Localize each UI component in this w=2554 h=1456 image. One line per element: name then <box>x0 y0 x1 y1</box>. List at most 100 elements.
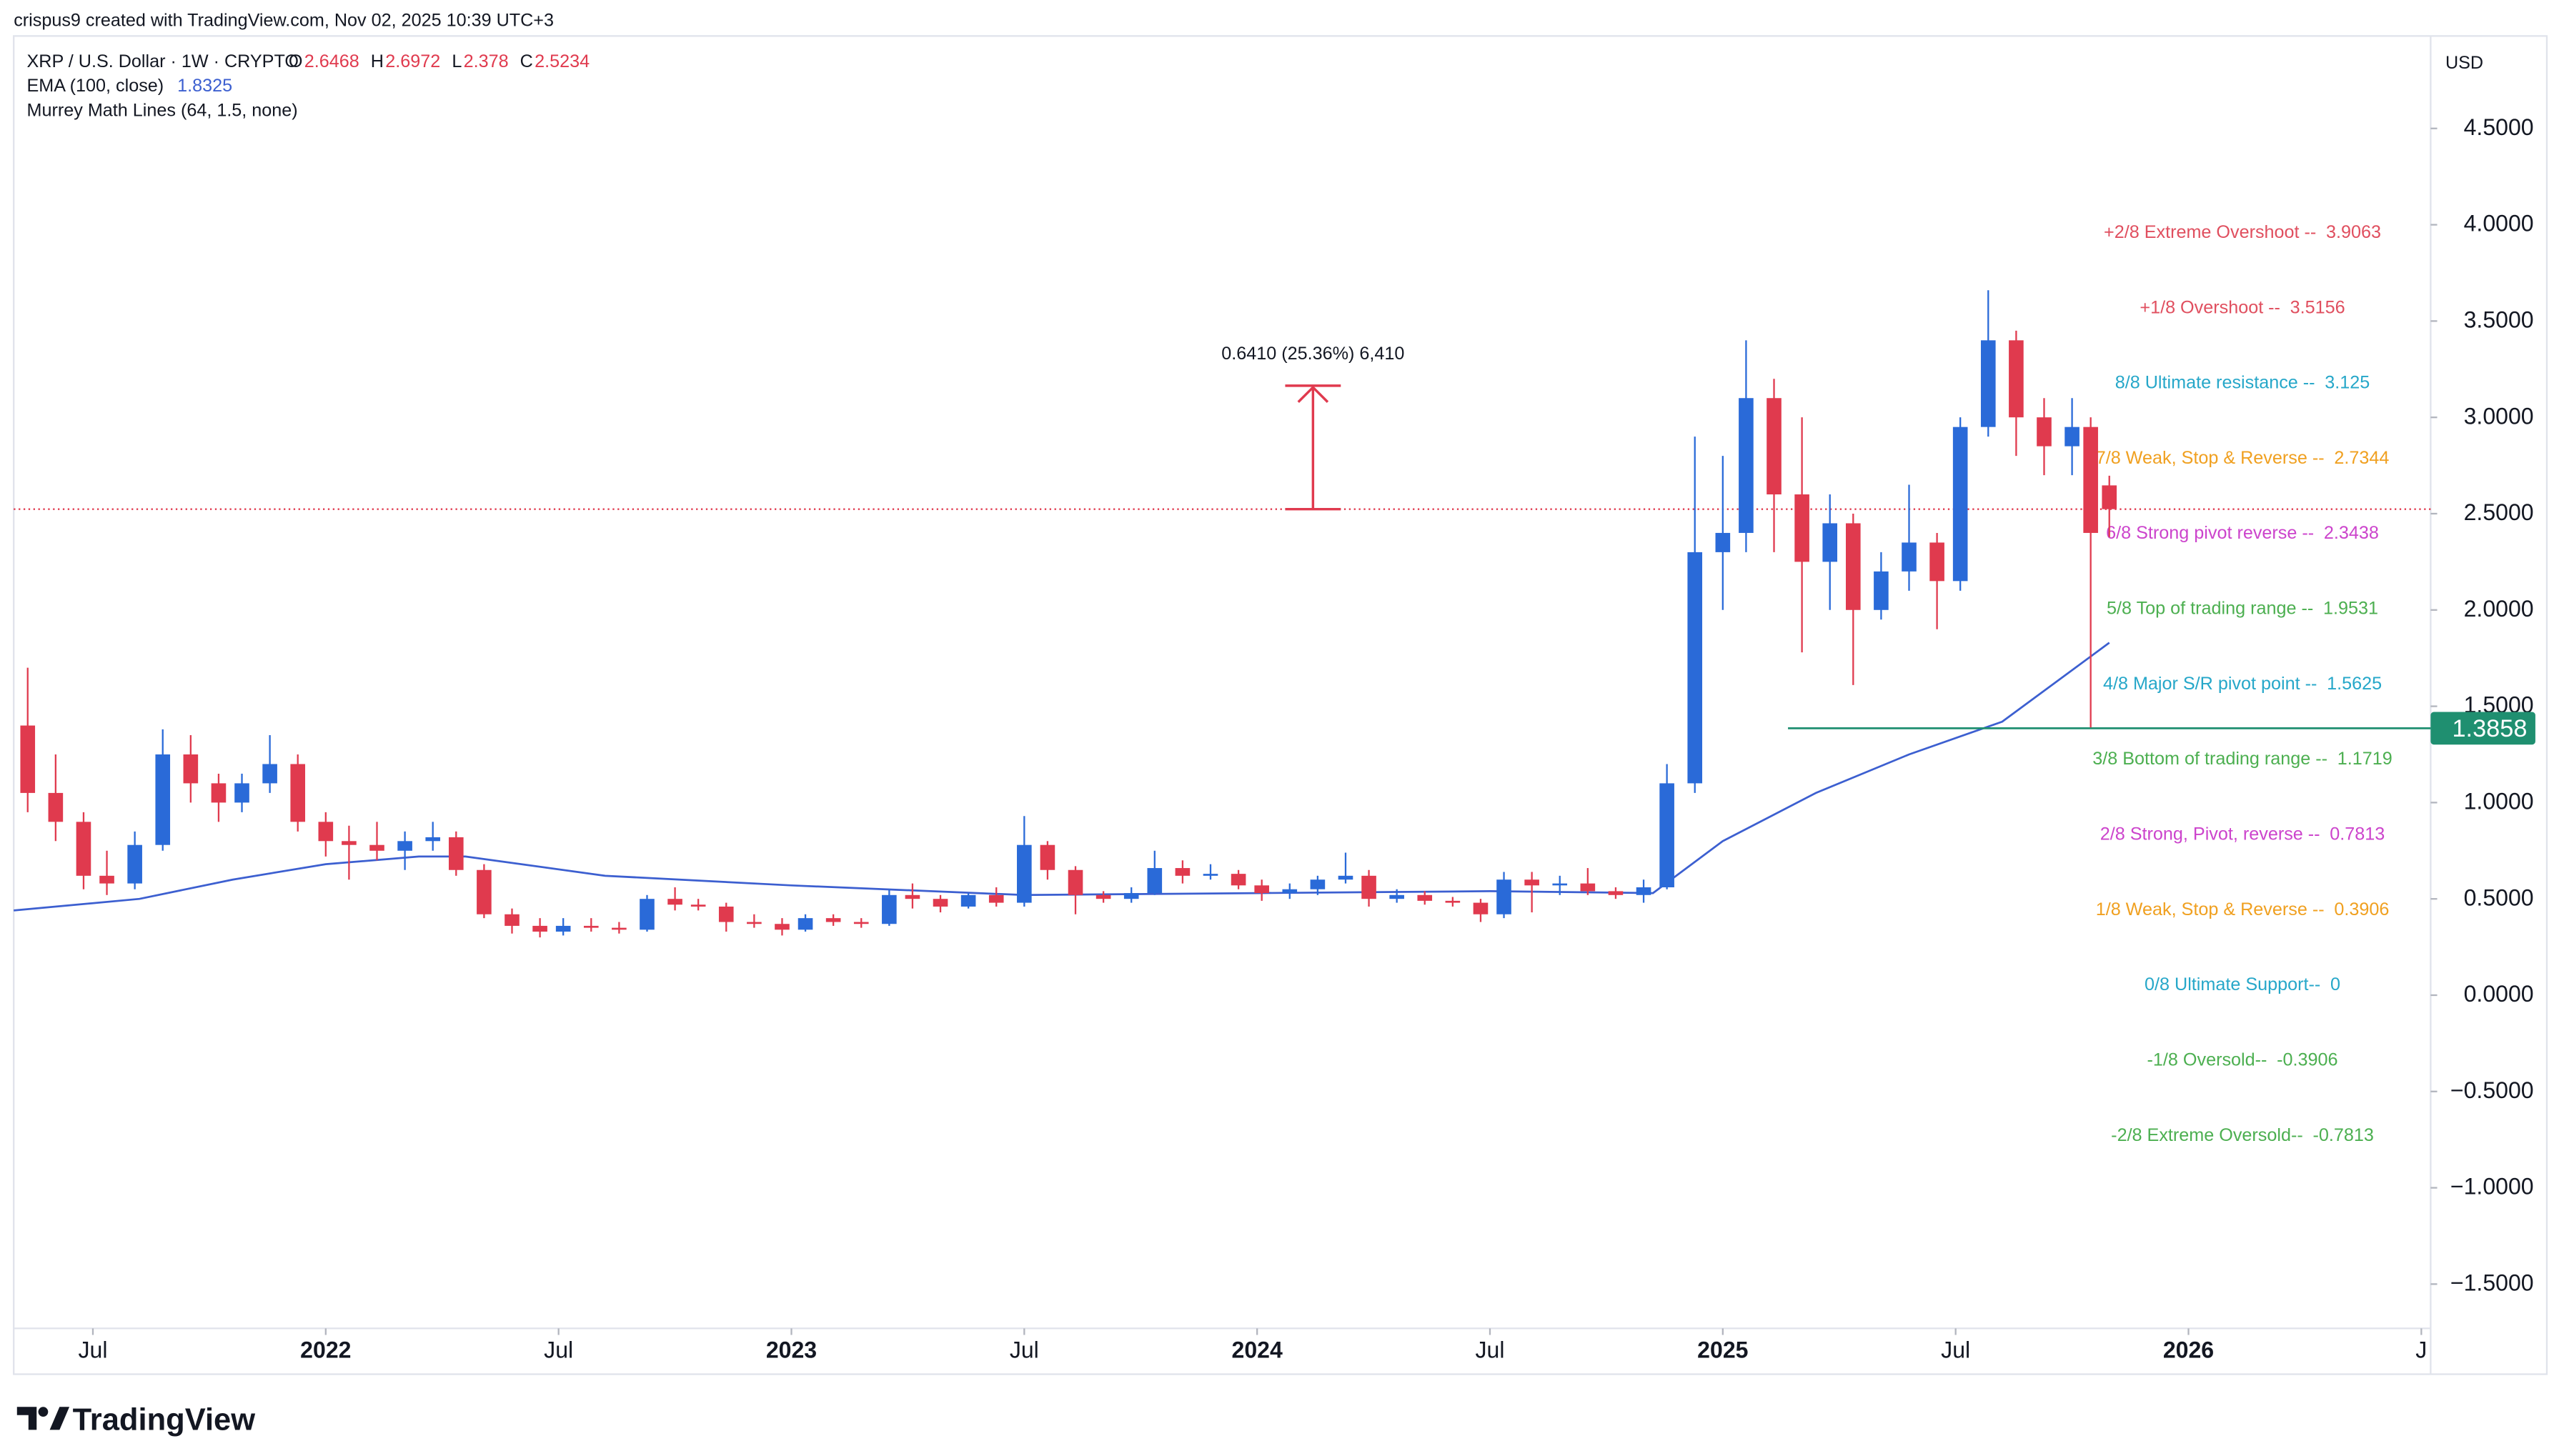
candle-body <box>882 894 897 924</box>
candle-body <box>775 924 790 930</box>
murrey-level-value: -0.7813 <box>2313 1125 2374 1145</box>
candle-body <box>825 918 841 922</box>
murrey-level: 3/8 Bottom of trading range -- 1.1719 <box>2092 749 2392 769</box>
murrey-level-label: -2/8 Extreme Oversold-- <box>2111 1125 2303 1145</box>
candle-body <box>2037 417 2052 447</box>
candle-body <box>583 925 599 928</box>
candle-body <box>318 822 334 842</box>
ema-legend: EMA (100, close) <box>27 76 164 96</box>
murrey-level: 2/8 Strong, Pivot, reverse -- 0.7813 <box>2100 824 2385 844</box>
currency[interactable]: USD <box>2445 53 2483 73</box>
murrey-level: 5/8 Top of trading range -- 1.9531 <box>2107 599 2378 619</box>
candle-body <box>960 894 976 907</box>
murrey-level-label: 0/8 Ultimate Support-- <box>2145 974 2320 994</box>
candle-body <box>1659 783 1674 888</box>
murrey-level-label: 3/8 Bottom of trading range -- <box>2092 749 2327 769</box>
candle-body <box>905 894 920 899</box>
candle-body <box>2064 427 2080 447</box>
y-tick-label: 1.0000 <box>2464 789 2534 814</box>
murrey-level-value: 1.5625 <box>2327 674 2382 694</box>
candle-body <box>127 844 142 884</box>
candle-body <box>505 914 520 926</box>
ohlc-value: 2.6972 <box>385 51 440 71</box>
murrey-level: 6/8 Strong pivot reverse -- 2.3438 <box>2106 523 2379 543</box>
murrey-level-value: 0.3906 <box>2334 899 2389 919</box>
brand: TradingView <box>73 1402 256 1437</box>
murrey-level-value: 3.9063 <box>2326 222 2381 242</box>
y-tick-label: 4.0000 <box>2464 211 2534 236</box>
candle-body <box>1845 523 1861 610</box>
candle-body <box>2083 427 2098 533</box>
measure-label: 0.6410 (25.36%) 6,410 <box>1221 344 1404 364</box>
y-tick-label: 0.5000 <box>2464 884 2534 910</box>
candle-body <box>988 894 1004 903</box>
candle-body <box>20 725 36 793</box>
candle-body <box>76 822 91 876</box>
murrey-level: +2/8 Extreme Overshoot -- 3.9063 <box>2104 222 2381 242</box>
y-tick-label: −1.0000 <box>2450 1174 2534 1200</box>
murrey-legend: Murrey Math Lines (64, 1.5, none) <box>27 101 298 121</box>
ohlc-label: H <box>371 51 384 71</box>
candle-body <box>690 904 706 907</box>
murrey-level: 0/8 Ultimate Support-- 0 <box>2145 974 2340 994</box>
candle-body <box>1739 398 1754 533</box>
y-tick-label: 3.0000 <box>2464 403 2534 429</box>
candle-body <box>1445 900 1461 903</box>
y-tick-label: 2.0000 <box>2464 596 2534 622</box>
measure-arrowhead <box>1297 385 1329 403</box>
y-tick-label: 4.5000 <box>2464 114 2534 140</box>
candle-body <box>1636 887 1651 895</box>
candle-body <box>555 925 571 932</box>
y-tick-label: 0.0000 <box>2464 981 2534 1007</box>
candle-body <box>532 925 547 932</box>
y-tick-label: −0.5000 <box>2450 1077 2534 1103</box>
candle-body <box>1580 883 1596 892</box>
candle-body <box>477 869 492 914</box>
horizontal-line-label-box <box>2430 712 2535 745</box>
candle-body <box>1524 879 1539 886</box>
candle-body <box>1123 893 1139 899</box>
candle-body <box>933 899 948 907</box>
candle-body <box>718 906 734 922</box>
murrey-level-label: +2/8 Extreme Overshoot -- <box>2104 222 2316 242</box>
ohlc-label: L <box>452 51 462 71</box>
candle-body <box>1254 885 1269 894</box>
x-tick-label: Jul <box>1476 1337 1505 1363</box>
murrey-level-value: 0 <box>2330 974 2340 994</box>
candle-body <box>1310 879 1326 889</box>
x-tick-label: 2026 <box>2163 1337 2214 1363</box>
candle-body <box>2009 340 2024 418</box>
currency-box[interactable] <box>2435 47 2521 77</box>
murrey-level-value: 2.3438 <box>2324 523 2379 543</box>
candle-body <box>183 754 199 784</box>
murrey-level-value: 0.7813 <box>2330 824 2385 844</box>
murrey-level-label: +1/8 Overshoot -- <box>2140 297 2280 317</box>
candle-body <box>1068 869 1083 895</box>
murrey-level: 1/8 Weak, Stop & Reverse -- 0.3906 <box>2096 899 2390 919</box>
murrey-level-label: 2/8 Strong, Pivot, reverse -- <box>2100 824 2320 844</box>
candle-body <box>1874 571 1889 610</box>
murrey-level: -2/8 Extreme Oversold-- -0.7813 <box>2111 1125 2374 1145</box>
candle-body <box>1687 552 1703 784</box>
candle-body <box>1175 868 1191 876</box>
candle-body <box>234 783 249 803</box>
murrey-level-label: -1/8 Oversold-- <box>2147 1049 2267 1069</box>
panel-border <box>13 35 2548 1375</box>
murrey-level-label: 7/8 Weak, Stop & Reverse -- <box>2096 448 2325 468</box>
candle-body <box>1231 874 1246 886</box>
ohlc-value: 2.6468 <box>304 51 359 71</box>
murrey-level-value: 1.9531 <box>2323 599 2378 619</box>
candle-body <box>1822 523 1838 562</box>
ohlc-legend: O 2.6468 H 2.6972 L 2.378 C 2.5234 <box>289 51 590 71</box>
symbol: XRP / U.S. Dollar · 1W · CRYPTO <box>27 51 299 71</box>
murrey-level: -1/8 Oversold-- -0.3906 <box>2147 1049 2338 1069</box>
candle-body <box>1338 875 1353 880</box>
candle-body <box>369 844 384 851</box>
ohlc-label: C <box>520 51 533 71</box>
ohlc-value: 2.378 <box>464 51 509 71</box>
murrey-level: 7/8 Weak, Stop & Reverse -- 2.7344 <box>2096 448 2390 468</box>
y-tick-label: 3.5000 <box>2464 307 2534 333</box>
x-tick-label: J <box>2415 1337 2427 1363</box>
candle-body <box>1929 542 1944 582</box>
